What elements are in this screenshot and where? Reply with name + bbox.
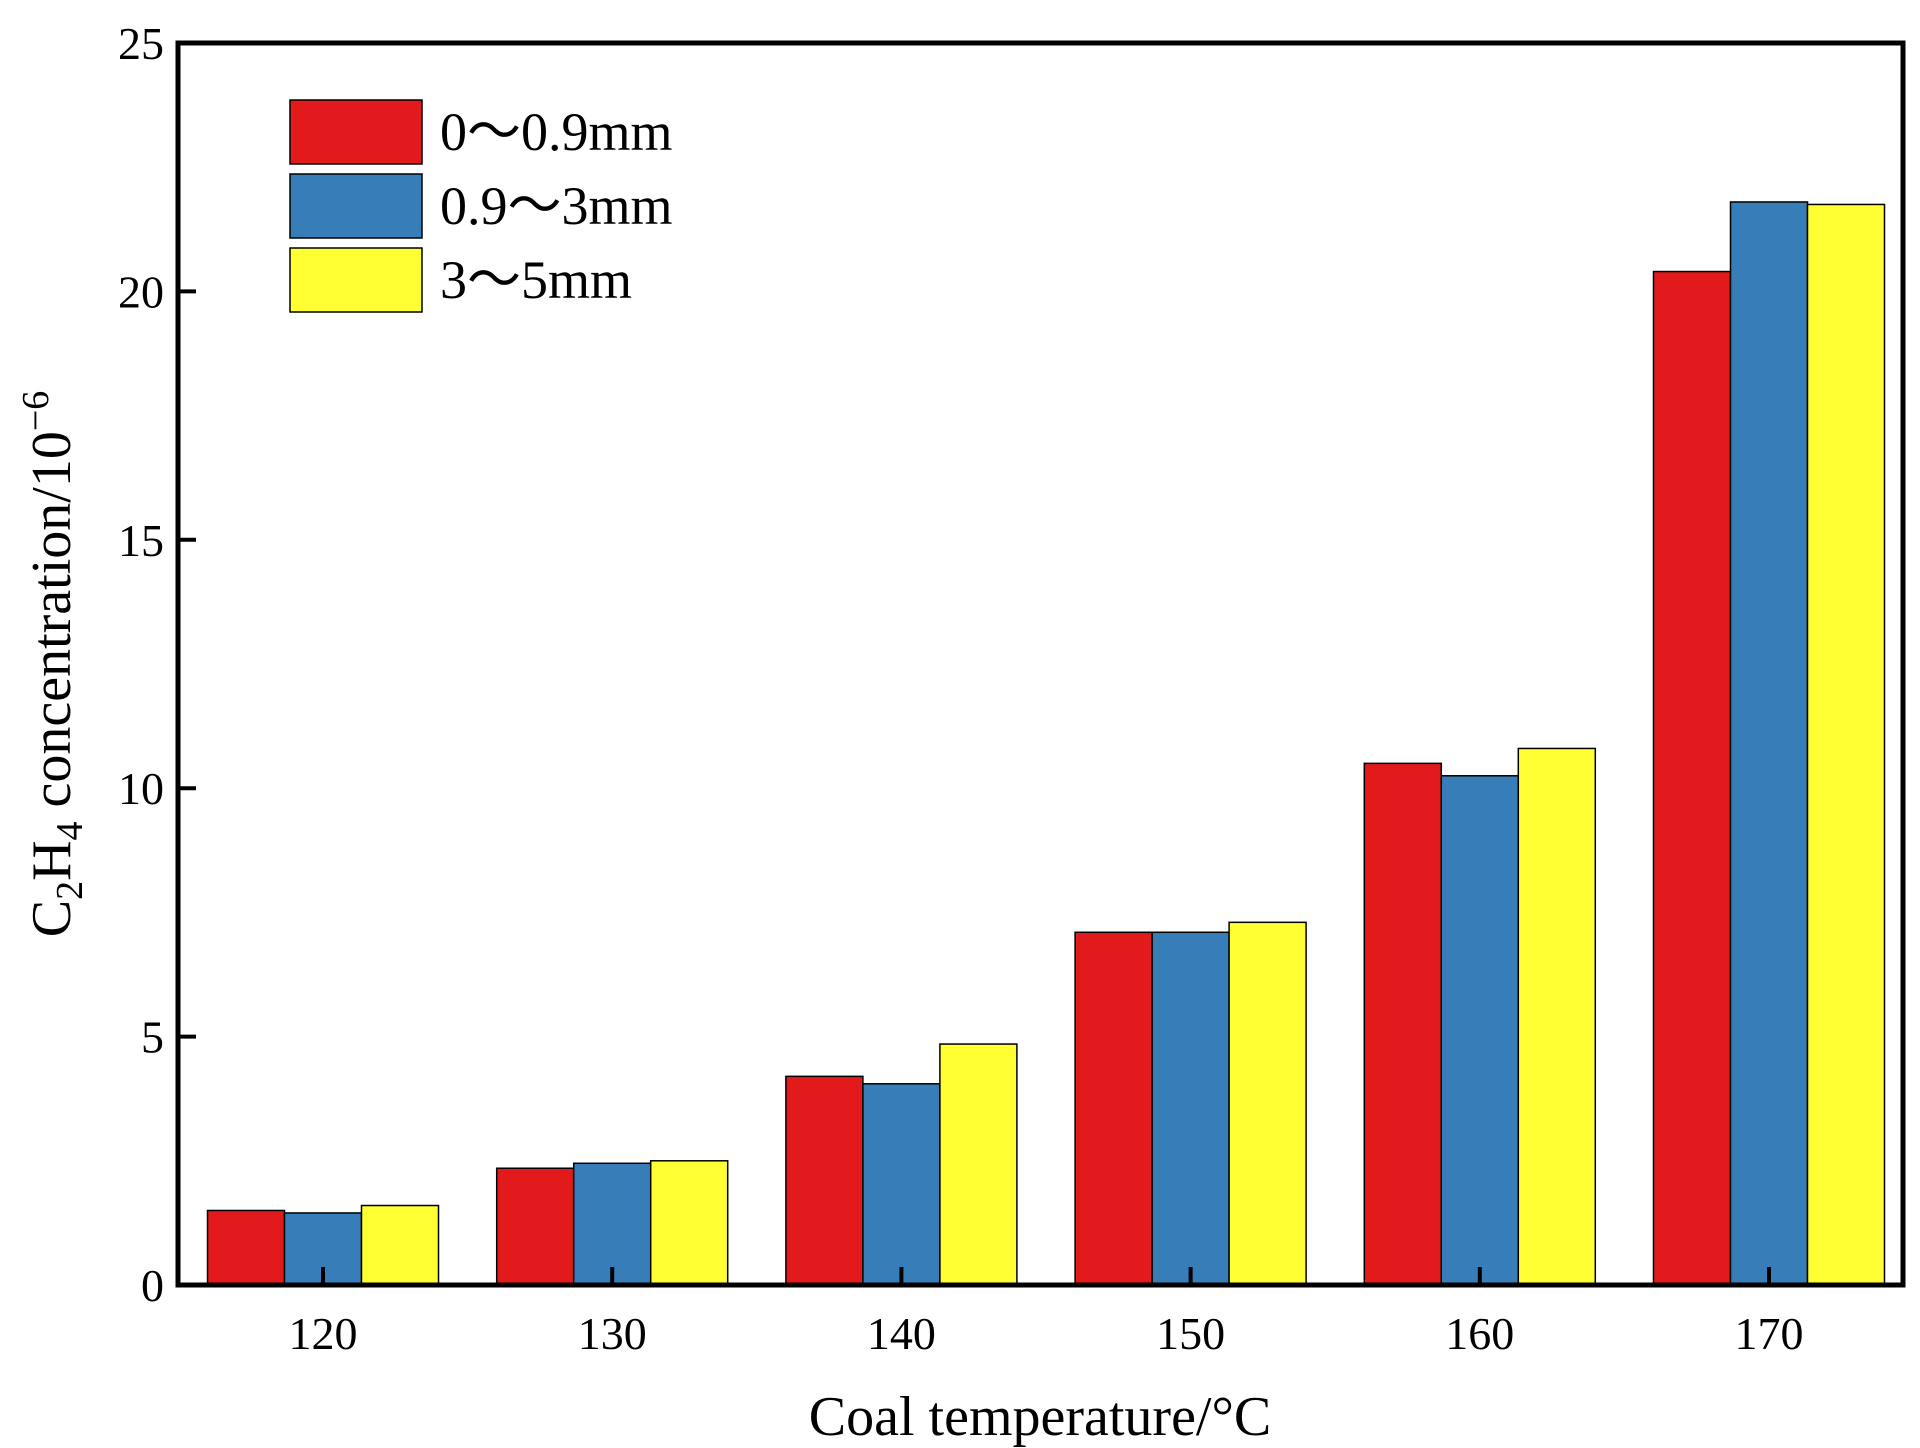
bar-150-series-3 xyxy=(1228,921,1307,1286)
plot-frame xyxy=(175,40,1906,1288)
y-tick-label: 10 xyxy=(118,763,164,814)
y-axis-title-sub1: 2 xyxy=(49,881,91,900)
bar-140-series-1 xyxy=(785,1075,864,1286)
x-axis-title: Coal temperature/°C xyxy=(809,1386,1271,1448)
y-tick-label: 5 xyxy=(141,1012,164,1063)
x-tick-label: 130 xyxy=(578,1308,647,1359)
bar-120-series-1 xyxy=(206,1209,286,1286)
y-tick-label: 15 xyxy=(118,515,164,566)
x-tick-label: 160 xyxy=(1445,1308,1514,1359)
bar-140-series-3 xyxy=(939,1043,1018,1286)
bar-150-series-2 xyxy=(1151,931,1230,1286)
x-tick-label: 140 xyxy=(867,1308,936,1359)
y-axis-title-rest: concentration/10 xyxy=(21,431,83,821)
bar-170-series-2 xyxy=(1729,201,1809,1286)
bar-160-series-2 xyxy=(1440,775,1520,1286)
bar-160-series-3 xyxy=(1517,747,1597,1286)
y-axis-title-base: C xyxy=(21,900,83,937)
bar-130-series-3 xyxy=(649,1160,729,1286)
legend-label-series-2: 0.9～3mm xyxy=(440,176,673,236)
bar-130-series-2 xyxy=(572,1162,652,1286)
y-axis-title: C2H4 concentration/10−6 xyxy=(15,391,91,938)
x-tick-label: 150 xyxy=(1156,1308,1225,1359)
bar-170-series-1 xyxy=(1652,270,1732,1286)
bar-160-series-1 xyxy=(1363,762,1443,1286)
legend-swatch-series-1 xyxy=(289,99,423,165)
bar-120-series-3 xyxy=(360,1204,440,1286)
legend: 0～0.9mm 0.9～3mm 3～5mm xyxy=(289,99,673,313)
x-axis: 120 130 140 150 160 170 xyxy=(289,1267,1804,1359)
x-tick-label: 120 xyxy=(289,1308,358,1359)
bar-140-series-2 xyxy=(862,1083,941,1286)
legend-swatch-series-2 xyxy=(289,173,423,239)
y-axis-title-mid: H xyxy=(21,840,83,880)
bar-150-series-1 xyxy=(1074,931,1153,1286)
y-axis: 0 5 10 15 20 25 xyxy=(118,18,196,1311)
y-axis-title-sub2: 4 xyxy=(49,821,91,840)
legend-label-series-1: 0～0.9mm xyxy=(440,102,673,162)
bars-layer xyxy=(206,201,1886,1286)
legend-swatch-series-3 xyxy=(289,247,423,313)
y-tick-label: 25 xyxy=(118,18,164,69)
y-tick-label: 20 xyxy=(118,266,164,317)
y-tick-label: 0 xyxy=(141,1260,164,1311)
y-axis-title-sup: −6 xyxy=(15,391,57,431)
bar-130-series-1 xyxy=(495,1167,575,1286)
bar-170-series-3 xyxy=(1806,203,1886,1286)
x-tick-label: 170 xyxy=(1735,1308,1804,1359)
legend-label-series-3: 3～5mm xyxy=(440,250,632,310)
